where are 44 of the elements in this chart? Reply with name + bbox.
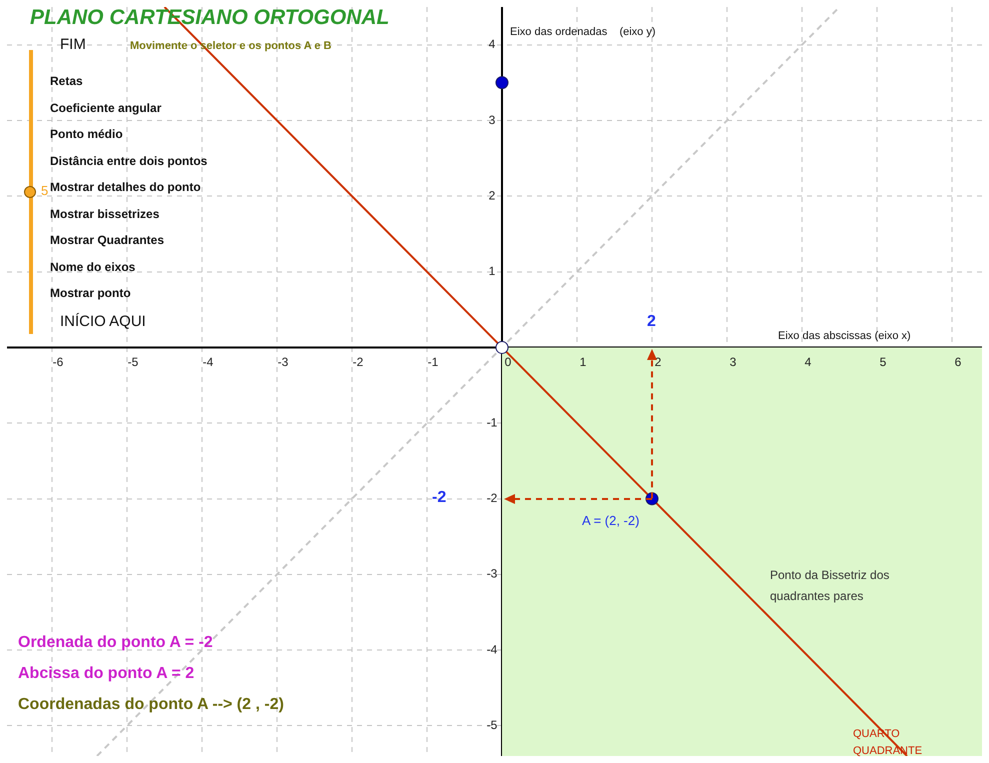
x-tick-label: 5: [880, 354, 887, 369]
annotation: Retas: [50, 74, 83, 88]
x-tick-label: 3: [730, 354, 737, 369]
x-tick-label: -4: [202, 354, 214, 369]
x-tick-label: -2: [352, 354, 364, 369]
point: [496, 340, 508, 354]
annotation: Abcissa do ponto A = 2: [18, 665, 194, 683]
y-tick-label: -1: [486, 415, 498, 430]
x-tick-label: 6: [954, 354, 962, 369]
x-tick-label: -1: [428, 354, 439, 369]
annotation: Mostrar detalhes do ponto: [50, 180, 201, 194]
annotation: Mostrar ponto: [50, 286, 131, 300]
x-axis-title: Eixo das abscissas (eixo x): [778, 330, 911, 342]
y-tick-label: 4: [488, 37, 496, 52]
annotation: Ordenada do ponto A = -2: [18, 634, 213, 652]
annotation: Coordenadas do ponto A --> (2 , -2): [18, 696, 284, 714]
annotation: 2: [647, 313, 656, 332]
x-tick-label: 4: [804, 354, 812, 369]
y-tick-label: -5: [486, 718, 498, 732]
annotation: 5: [41, 183, 48, 198]
annotation: Coeficiente angular: [50, 100, 162, 114]
annotation: Ponto médio: [50, 127, 123, 141]
annotation: A = (2, -2): [582, 512, 640, 528]
y-tick-label: 3: [488, 112, 496, 127]
annotation: Mostrar bissetrizes: [50, 206, 160, 220]
y-tick-label: -2: [486, 491, 498, 506]
annotation: FIM: [60, 36, 86, 53]
y-tick-label: -3: [486, 566, 498, 581]
y-tick-label: 2: [488, 188, 496, 202]
x-tick-label: -3: [278, 354, 289, 369]
annotation: Mostrar Quadrantes: [50, 233, 164, 247]
annotation: Ponto da Bissetriz dos quadrantes pares: [770, 567, 890, 605]
x-tick-label: -6: [52, 354, 64, 369]
y-tick-label: 1: [488, 264, 496, 278]
x-tick-label: 0: [504, 354, 512, 369]
x-tick-label: 1: [580, 354, 587, 369]
x-tick-label: -5: [128, 354, 139, 369]
y-tick-label: -4: [486, 642, 498, 656]
y-axis-title: Eixo das ordenadas (eixo y): [510, 26, 656, 38]
annotation: Nome do eixos: [50, 260, 136, 274]
annotation: Distância entre dois pontos: [50, 154, 208, 168]
annotation: -2: [432, 488, 446, 507]
annotation: INÍCIO AQUI: [60, 312, 146, 330]
point: [496, 76, 508, 90]
